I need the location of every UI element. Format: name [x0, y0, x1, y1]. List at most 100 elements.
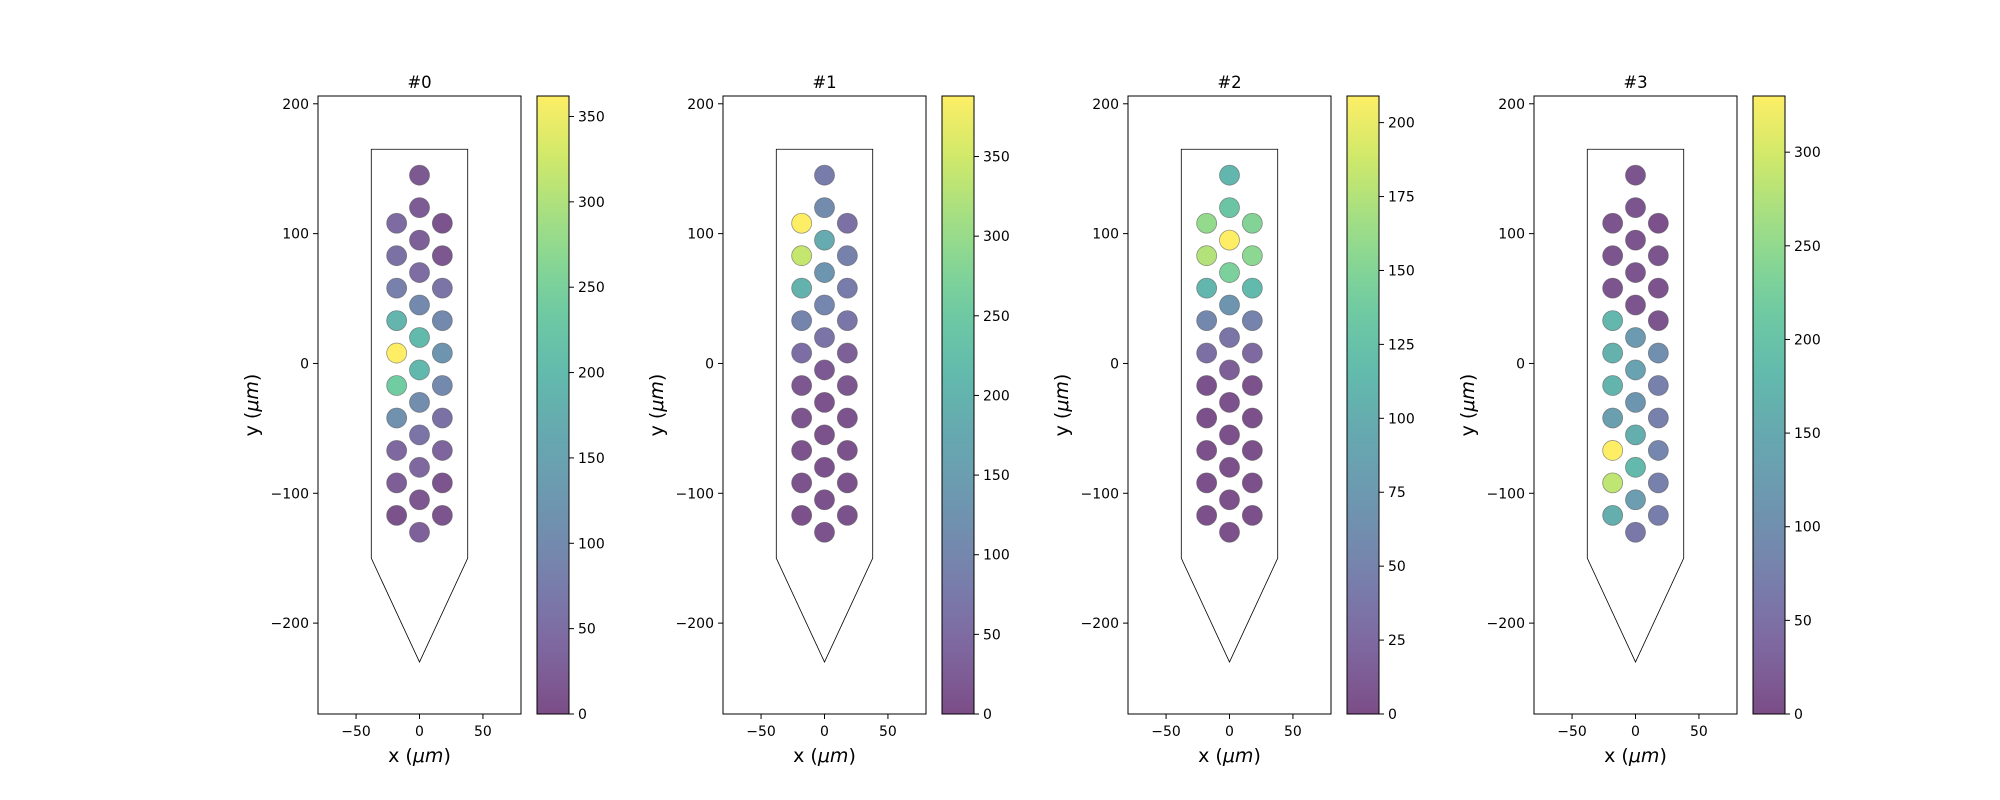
colorbar-tick-label: 150: [1794, 426, 1821, 442]
x-tick-label: 50: [879, 724, 897, 740]
panel-title: #0: [407, 73, 431, 92]
contact-point: [409, 262, 430, 283]
contact-point: [1219, 327, 1240, 348]
contact-point: [814, 392, 835, 413]
contact-point: [1625, 229, 1646, 251]
contact-point: [814, 262, 835, 283]
contact-point: [814, 359, 835, 381]
colorbar-tick-label: 350: [578, 109, 605, 125]
contact-point: [1625, 197, 1646, 219]
y-tick-label: 0: [1110, 356, 1119, 372]
contact-point: [814, 327, 835, 348]
contact-point: [431, 375, 453, 396]
contact-point: [386, 407, 408, 429]
contact-point: [836, 212, 858, 234]
contact-point: [1625, 424, 1646, 446]
contact-point: [1241, 277, 1263, 299]
x-tick-label: 0: [1631, 724, 1640, 740]
contact-point: [1647, 245, 1669, 267]
contact-point: [836, 245, 858, 267]
contact-point: [1625, 456, 1646, 478]
contact-point: [1241, 472, 1263, 494]
contact-point: [1241, 310, 1263, 332]
y-tick-label: −200: [676, 616, 714, 632]
contact-point: [791, 472, 813, 494]
y-tick-label: 100: [1498, 227, 1525, 243]
contact-point: [409, 164, 430, 186]
colorbar-tick-label: 100: [983, 548, 1010, 564]
colorbar-tick-label: 350: [983, 150, 1010, 166]
contact-point: [1625, 294, 1646, 316]
colorbar-tick-label: 200: [1794, 332, 1821, 348]
contact-point: [1647, 310, 1669, 332]
x-axis-label: x (μm): [793, 745, 856, 767]
contact-point: [814, 489, 835, 511]
contact-point: [431, 504, 453, 526]
contact-point: [1219, 489, 1240, 511]
contact-point: [814, 294, 835, 316]
contact-point: [1241, 504, 1263, 526]
colorbar-tick-label: 0: [578, 707, 587, 723]
y-tick-label: 100: [1092, 227, 1119, 243]
contact-point: [1196, 277, 1218, 299]
colorbar-tick-label: 50: [983, 627, 1001, 643]
panel-2: −50 0 50 −200 −100 0 100 200 #2 x (μm) y (μm) 0 25 50…: [1051, 73, 1415, 767]
contact-point: [1219, 424, 1240, 446]
contact-point: [1602, 277, 1624, 299]
contact-point: [386, 342, 408, 364]
colorbar: 0 25 50 75 100 125 150 175 200: [1346, 95, 1415, 723]
panel-3: −50 0 50 −200 −100 0 100 200 #3 x (μm) y (μm) 0 50 10…: [1457, 73, 1821, 767]
contact-point: [791, 245, 813, 267]
contact-point: [836, 407, 858, 429]
contact-point: [1219, 229, 1240, 251]
contact-point: [1219, 456, 1240, 478]
x-axis-label: x (μm): [1198, 745, 1261, 767]
contact-point: [836, 440, 858, 461]
contact-point: [791, 342, 813, 364]
y-tick-label: −100: [1081, 486, 1119, 502]
contact-point: [1196, 504, 1218, 526]
y-axis-label: y (μm): [1457, 374, 1479, 437]
contact-point: [1602, 342, 1624, 364]
contact-point: [409, 294, 430, 316]
contact-point: [1602, 472, 1624, 494]
y-tick-label: 200: [282, 97, 309, 113]
contact-point: [1647, 440, 1669, 461]
colorbar: 0 50 100 150 200 250 300 350: [536, 95, 605, 723]
contact-point: [409, 359, 430, 381]
colorbar-tick-label: 100: [578, 536, 605, 552]
contact-point: [1647, 375, 1669, 396]
colorbar-tick-label: 150: [983, 468, 1010, 484]
contact-point: [431, 245, 453, 267]
contact-point: [1196, 472, 1218, 494]
y-tick-label: −100: [1487, 486, 1525, 502]
contact-point: [1241, 212, 1263, 234]
colorbar-tick-label: 50: [1794, 613, 1812, 629]
y-axis-label: y (μm): [241, 374, 263, 437]
contact-point: [1602, 440, 1624, 461]
contact-point: [1625, 521, 1646, 543]
contact-point: [1196, 310, 1218, 332]
contact-point: [814, 521, 835, 543]
contact-point: [836, 504, 858, 526]
contact-point: [1602, 504, 1624, 526]
probe-outline: [1180, 148, 1279, 664]
y-axis-label: y (μm): [1051, 374, 1073, 437]
colorbar-tick-label: 200: [1388, 116, 1415, 132]
contact-point: [1196, 245, 1218, 267]
x-axis-label: x (μm): [388, 745, 451, 767]
contact-point: [409, 197, 430, 219]
colorbar-tick-label: 0: [983, 707, 992, 723]
colorbar-tick-label: 150: [1388, 263, 1415, 279]
contact-point: [409, 424, 430, 446]
contact-point: [836, 277, 858, 299]
contact-point: [1219, 197, 1240, 219]
contact-point: [1602, 310, 1624, 332]
contact-point: [1219, 521, 1240, 543]
colorbar: 0 50 100 150 200 250 300 350: [941, 95, 1010, 723]
contact-point: [836, 342, 858, 364]
contact-point: [1602, 212, 1624, 234]
colorbar-gradient: [1753, 96, 1785, 714]
y-tick-label: 100: [282, 227, 309, 243]
